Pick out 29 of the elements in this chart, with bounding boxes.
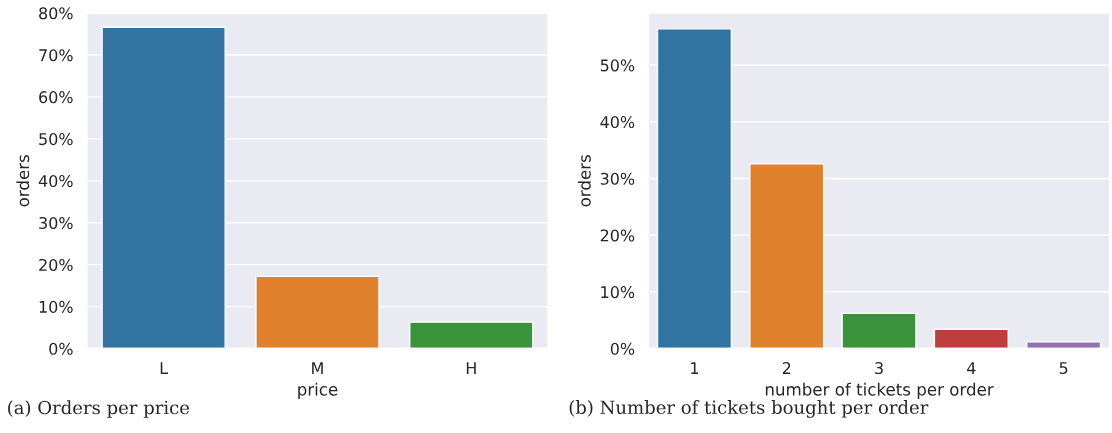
x-tick-label: L <box>160 362 169 374</box>
x-axis-title: price <box>298 382 338 399</box>
x-tick-label: M <box>312 362 323 374</box>
y-tick-label: 30% <box>600 172 635 185</box>
y-tick-label: 40% <box>600 116 635 129</box>
y-tick-label: 80% <box>39 7 73 20</box>
y-tick-label: 0% <box>610 342 635 355</box>
text: (a) Orders per price <box>8 400 190 418</box>
x-tick-label: 1 <box>691 362 699 374</box>
y-tick-label: 50% <box>39 133 73 146</box>
x-tick-label: 4 <box>967 362 976 374</box>
y-tick-label: 10% <box>39 300 73 313</box>
y-axis-title: orders <box>16 155 30 207</box>
y-tick-label: 30% <box>39 216 73 230</box>
x-tick-label: 3 <box>875 362 883 375</box>
y-axis-title: orders <box>577 155 591 207</box>
y-tick-label: 20% <box>39 258 73 271</box>
y-tick-label: 60% <box>39 91 73 104</box>
x-axis-title: number of tickets per order <box>765 382 994 399</box>
y-tick-label: 10% <box>601 286 635 299</box>
y-tick-label: 0% <box>49 342 73 355</box>
x-tick-label: H <box>466 362 476 374</box>
y-tick-label: 40% <box>38 174 73 188</box>
text: (b) Number of tickets bought per order <box>569 400 929 418</box>
x-tick-label: 5 <box>1059 362 1068 375</box>
y-tick-label: 50% <box>600 59 635 72</box>
x-tick-label: 2 <box>782 362 791 374</box>
y-tick-label: 20% <box>600 229 635 242</box>
y-tick-label: 70% <box>39 49 73 62</box>
